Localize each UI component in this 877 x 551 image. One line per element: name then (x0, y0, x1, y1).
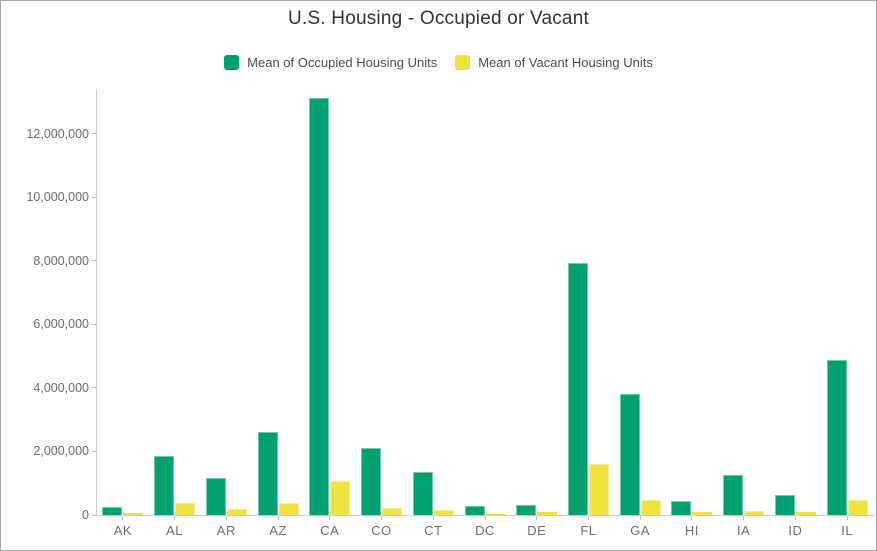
bar-vacant-CA[interactable] (330, 481, 351, 515)
bar-occupied-AR[interactable] (205, 478, 226, 515)
y-axis-label: 2,000,000 (33, 444, 89, 459)
legend-label-vacant: Mean of Vacant Housing Units (478, 55, 653, 70)
x-axis-label: DE (527, 523, 547, 538)
bar-occupied-CT[interactable] (412, 472, 433, 515)
y-axis-tick (92, 514, 97, 516)
bar-occupied-DE[interactable] (516, 505, 537, 515)
x-axis-tick (484, 515, 486, 520)
x-axis-label: GA (630, 523, 651, 538)
x-axis-tick (381, 515, 383, 520)
x-axis-label: CO (371, 523, 392, 538)
x-axis-tick (743, 515, 745, 520)
chart-title: U.S. Housing - Occupied or Vacant (288, 8, 589, 29)
bar-vacant-CT[interactable] (433, 510, 454, 515)
bar-vacant-ID[interactable] (795, 512, 816, 515)
x-axis-tick (846, 515, 848, 520)
y-axis-line (96, 89, 97, 515)
bar-occupied-IA[interactable] (723, 475, 744, 515)
x-axis-label: AK (113, 523, 133, 538)
bar-occupied-CA[interactable] (309, 98, 330, 515)
y-axis-tick (92, 196, 97, 198)
legend-item-occupied[interactable]: Mean of Occupied Housing Units (224, 55, 437, 70)
bar-occupied-HI[interactable] (671, 501, 692, 515)
y-axis-tick (92, 133, 97, 135)
bar-vacant-AK[interactable] (123, 513, 144, 515)
bar-vacant-DC[interactable] (485, 514, 506, 515)
x-axis-label: DC (475, 523, 495, 538)
x-axis-label: CT (424, 523, 443, 538)
legend-swatch-vacant-icon (455, 55, 471, 70)
x-axis-tick (587, 515, 589, 520)
x-axis-label: FL (580, 523, 597, 538)
x-axis-tick (122, 515, 124, 520)
bar-occupied-ID[interactable] (774, 495, 795, 515)
bar-occupied-CO[interactable] (361, 448, 382, 515)
x-axis-tick (432, 515, 434, 520)
y-axis-tick (92, 387, 97, 389)
x-axis-tick (691, 515, 693, 520)
y-axis-label: 12,000,000 (26, 126, 89, 141)
x-axis-label: AL (166, 523, 184, 538)
bar-vacant-AR[interactable] (226, 509, 247, 515)
y-axis-label: 4,000,000 (33, 380, 89, 395)
y-axis-tick (92, 323, 97, 325)
x-axis-label: CA (320, 523, 340, 538)
legend-item-vacant[interactable]: Mean of Vacant Housing Units (455, 55, 653, 70)
x-axis-tick (794, 515, 796, 520)
x-axis-label: AR (216, 523, 236, 538)
bar-vacant-IL[interactable] (847, 500, 868, 515)
bar-occupied-DC[interactable] (464, 506, 485, 515)
chart-legend: Mean of Occupied Housing Units Mean of V… (1, 55, 876, 70)
x-axis-tick (174, 515, 176, 520)
legend-label-occupied: Mean of Occupied Housing Units (247, 55, 438, 70)
x-axis-tick (277, 515, 279, 520)
x-axis-line (97, 515, 874, 516)
bar-occupied-FL[interactable] (567, 263, 588, 515)
legend-swatch-occupied-icon (224, 55, 240, 70)
y-axis-label: 8,000,000 (33, 253, 89, 268)
x-axis-label: ID (788, 523, 803, 538)
x-axis-label: AZ (269, 523, 287, 538)
bar-occupied-AK[interactable] (102, 507, 123, 515)
y-axis-label: 0 (82, 508, 89, 522)
x-axis-label: IL (841, 523, 854, 538)
bar-vacant-GA[interactable] (640, 500, 661, 515)
x-axis-tick (536, 515, 538, 520)
bar-vacant-IA[interactable] (744, 511, 765, 515)
y-axis-label: 10,000,000 (26, 190, 89, 205)
bar-vacant-FL[interactable] (588, 464, 609, 515)
bar-vacant-AZ[interactable] (278, 503, 299, 515)
x-axis-tick (329, 515, 331, 520)
x-axis-label: IA (737, 523, 751, 538)
x-axis-tick (639, 515, 641, 520)
bar-occupied-GA[interactable] (619, 394, 640, 515)
y-axis-label: 6,000,000 (33, 317, 89, 332)
x-axis-label: HI (684, 523, 699, 538)
bar-vacant-AL[interactable] (175, 503, 196, 515)
x-axis-tick (225, 515, 227, 520)
y-axis-tick (92, 450, 97, 452)
bar-vacant-CO[interactable] (382, 508, 403, 515)
bar-vacant-DE[interactable] (537, 512, 558, 515)
y-axis-tick (92, 260, 97, 262)
bar-occupied-IL[interactable] (826, 360, 847, 515)
bar-occupied-AL[interactable] (154, 456, 175, 515)
bar-vacant-HI[interactable] (692, 512, 713, 515)
bar-occupied-AZ[interactable] (257, 432, 278, 515)
